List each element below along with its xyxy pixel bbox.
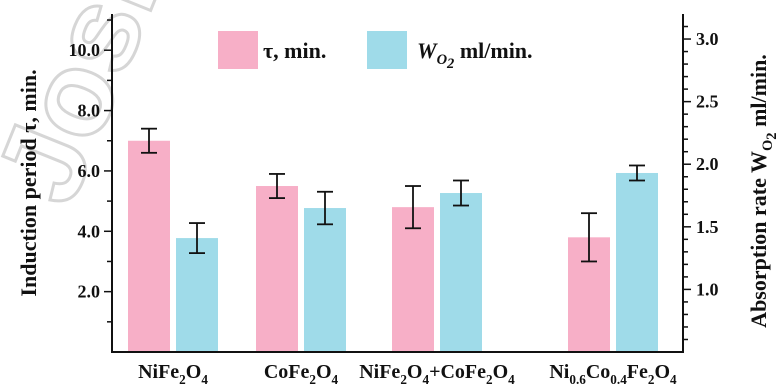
- error-bar-w-cofe: [317, 190, 333, 226]
- right-tick-label: 2.5: [696, 92, 719, 112]
- category-label-mix-part: 2: [486, 372, 493, 387]
- legend-swatch-tau: [218, 31, 258, 69]
- error-bar-w-mix: [453, 179, 469, 207]
- category-label-nife-part: 2: [179, 372, 186, 387]
- bar-w-nico: [616, 172, 658, 352]
- right-tick-label: 1.0: [696, 279, 719, 299]
- bar-tau-nife: [128, 140, 170, 352]
- left-y-axis: 2.0 4.0 6.0 8.0 10.0 Induction period τ, min.: [16, 14, 113, 353]
- bar-w-cofe: [304, 208, 346, 352]
- category-label-mix-part: O: [407, 361, 423, 383]
- left-axis-title: Induction period τ, min.: [16, 69, 41, 296]
- category-label-mix-part: 4: [422, 372, 429, 387]
- error-bar-tau-nife: [141, 127, 157, 154]
- category-label-mix-part: 4: [508, 372, 515, 387]
- category-label-mix-part: +: [429, 361, 440, 383]
- left-tick-label: 4.0: [78, 221, 101, 241]
- error-bar-tau-nico: [581, 212, 597, 263]
- legend-swatch-w: [367, 31, 407, 69]
- right-tick-label: 1.5: [696, 217, 719, 237]
- error-bar-tau-mix: [405, 185, 421, 230]
- category-label-mix: NiFe2O4+CoFe2O4: [359, 361, 515, 387]
- category-label-nife-part: NiFe: [138, 361, 179, 383]
- bar-w-nife: [176, 238, 218, 352]
- right-axis-title-part: ml/min.: [746, 54, 771, 132]
- error-bar-w-nife: [189, 222, 205, 255]
- legend: τ, min. WO2 ml/min.: [218, 31, 533, 72]
- category-label-nico-part: Ni: [549, 361, 569, 383]
- right-tick-label: 3.0: [696, 29, 719, 49]
- bar-tau-cofe: [256, 186, 298, 352]
- left-tick-label: 8.0: [78, 101, 101, 121]
- left-tick-label: 6.0: [78, 161, 101, 181]
- category-label-nico-part: 4: [670, 372, 677, 387]
- legend-label-w: WO2 ml/min.: [417, 38, 533, 72]
- right-axis-title-part: O: [760, 140, 776, 151]
- left-tick-label: 2.0: [78, 282, 101, 302]
- error-bar-w-nico: [629, 164, 645, 182]
- category-label-cofe-part: 2: [309, 372, 316, 387]
- category-label-nife-part: 4: [201, 372, 208, 387]
- bar-w-mix: [440, 193, 482, 352]
- legend-label-w-part: O: [437, 52, 448, 68]
- left-tick-label: 10.0: [69, 40, 101, 60]
- category-label-cofe: CoFe2O4: [264, 361, 339, 387]
- right-y-axis: 1.0 1.5 2.0 2.5 3.0 Absorption rate WO2 ml/mi…: [682, 14, 779, 353]
- legend-label-w-part: ml/min.: [454, 38, 532, 63]
- left-axis-title-part: Induction period τ, min.: [16, 69, 41, 296]
- category-label-nico-part: Co: [586, 361, 610, 383]
- category-label-mix-part: CoFe: [440, 361, 486, 383]
- legend-label-w-part: 2: [446, 56, 454, 72]
- category-label-mix-part: O: [493, 361, 509, 383]
- plot-area: [128, 127, 658, 352]
- right-axis-title: Absorption rate WO2 ml/min.: [746, 54, 779, 328]
- category-label-cofe-part: CoFe: [264, 361, 310, 383]
- legend-label-tau-part: τ, min.: [263, 38, 326, 63]
- category-label-nico: Ni0.6Co0.4Fe2O4: [549, 361, 677, 387]
- category-label-nico-part: 0.6: [569, 372, 586, 387]
- category-label-cofe-part: O: [316, 361, 332, 383]
- category-label-nico-part: 2: [648, 372, 655, 387]
- legend-label-tau: τ, min.: [263, 38, 326, 63]
- category-label-nico-part: 0.4: [610, 372, 627, 387]
- category-label-mix-part: 2: [400, 372, 407, 387]
- legend-label-w-part: W: [417, 38, 438, 63]
- bar-tau-mix: [392, 207, 434, 352]
- right-tick-label: 2.0: [696, 154, 719, 174]
- right-axis-title-part: Absorption rate W: [746, 151, 771, 328]
- category-label-nico-part: O: [654, 361, 670, 383]
- error-bar-tau-cofe: [269, 173, 285, 199]
- category-label-nife-part: O: [186, 361, 202, 383]
- category-label-mix-part: NiFe: [359, 361, 400, 383]
- category-axis: NiFe2O4 CoFe2O4 NiFe2O4+CoFe2O4 Ni0.6Co0.4F…: [112, 351, 683, 387]
- category-label-nife: NiFe2O4: [138, 361, 208, 387]
- category-label-cofe-part: 4: [332, 372, 339, 387]
- right-axis-title-part: 2: [764, 132, 779, 139]
- category-label-nico-part: Fe: [627, 361, 648, 383]
